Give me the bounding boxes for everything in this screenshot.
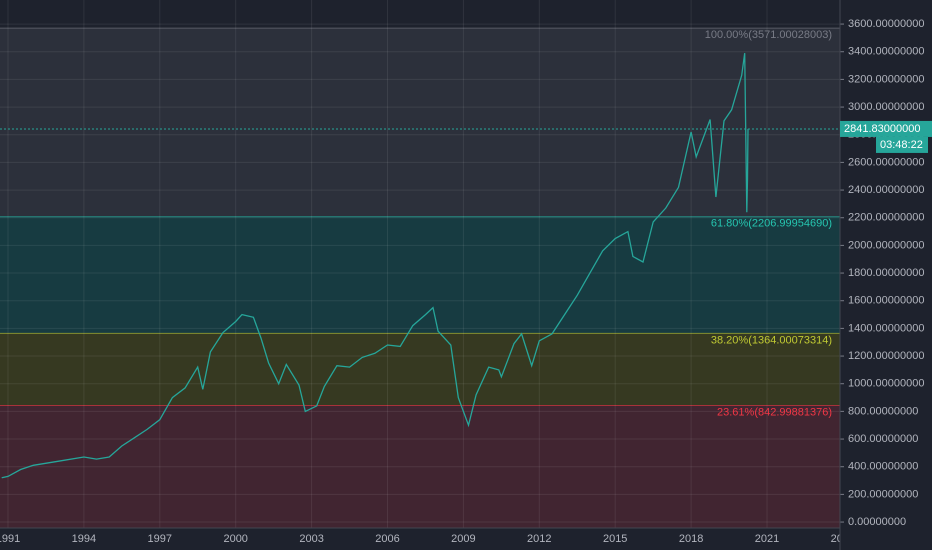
countdown-box (876, 136, 928, 153)
plot-area: 1991 1994 1997 2000 2003 2006 2009 2012 2015 2018… (0, 0, 855, 545)
y-tick-label: 0.00000000 (848, 516, 906, 528)
x-tick-label: 2015 (603, 533, 627, 545)
y-tick-label: 2600.00000000 (848, 156, 924, 168)
y-tick-label: 1400.00000000 (848, 322, 924, 334)
x-tick-label: 2018 (679, 533, 703, 545)
y-tick-label: 600.00000000 (848, 433, 918, 445)
y-tick-label: 3000.00000000 (848, 101, 924, 113)
y-tick-label: 200.00000000 (848, 488, 918, 500)
x-tick-label: 2024 (831, 533, 855, 545)
fib-band (0, 28, 840, 217)
countdown-label: 03:48:22 (880, 139, 923, 151)
x-tick-label: 2012 (527, 533, 551, 545)
fib-band (0, 216, 840, 334)
fib-label: 61.80%(2206.99954690) (711, 218, 832, 230)
x-tick-label: 2006 (375, 533, 399, 545)
last-price-box (840, 120, 932, 137)
y-tick-label: 3400.00000000 (848, 46, 924, 58)
x-tick-label: 2003 (299, 533, 323, 545)
y-tick-label: 3600.00000000 (848, 18, 924, 30)
y-tick-label: 1000.00000000 (848, 378, 924, 390)
y-tick-label: 1600.00000000 (848, 295, 924, 307)
last-price-label: 2841.83000000 (844, 123, 920, 135)
fib-label: 100.00%(3571.00028003) (705, 29, 832, 41)
fib-label: 38.20%(1364.00073314) (711, 334, 832, 346)
y-tick-label: 2400.00000000 (848, 184, 924, 196)
y-tick-label: 2000.00000000 (848, 239, 924, 251)
fib-band (0, 405, 840, 528)
y-tick-label: 1200.00000000 (848, 350, 924, 362)
fib-label: 23.61%(842.99881376) (717, 406, 832, 418)
y-tick-label: 400.00000000 (848, 461, 918, 473)
price-line (1, 53, 749, 479)
x-tick-label: 1991 (0, 533, 20, 545)
price-axis: 0.00000000 200.00000000 400.00000000 600.00… (839, 0, 932, 550)
fib-band (0, 333, 840, 406)
y-tick-label: 3200.00000000 (848, 73, 924, 85)
x-tick-label: 1997 (148, 533, 172, 545)
x-tick-label: 2021 (755, 533, 779, 545)
y-tick-label: 1800.00000000 (848, 267, 924, 279)
x-tick-label: 2000 (223, 533, 247, 545)
x-tick-label: 2009 (451, 533, 475, 545)
y-tick-label: 2200.00000000 (848, 212, 924, 224)
y-tick-label: 800.00000000 (848, 405, 918, 417)
x-tick-label: 1994 (72, 533, 96, 545)
